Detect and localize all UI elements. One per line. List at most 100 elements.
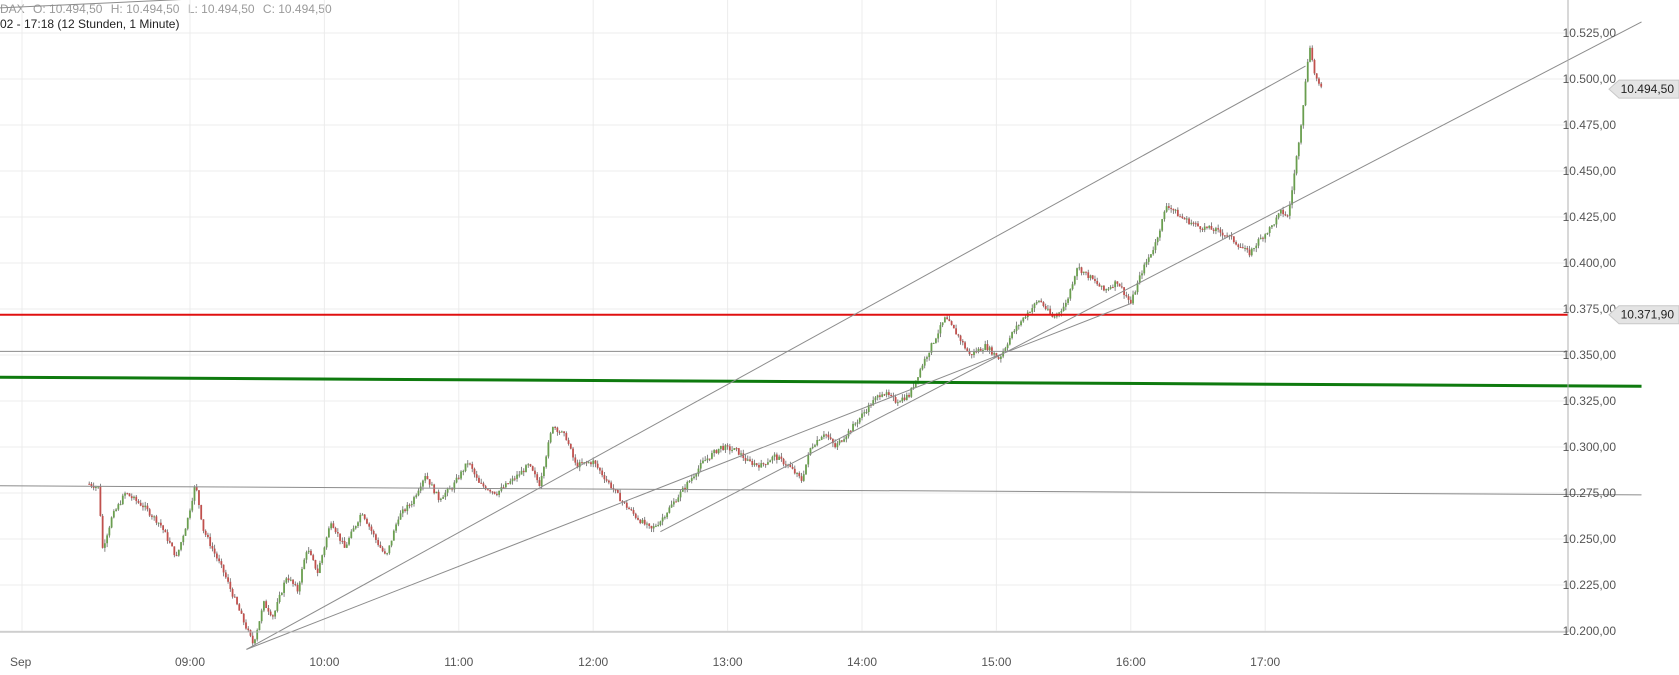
trend-line[interactable] (246, 65, 1306, 650)
candle-body (894, 397, 897, 403)
support-line[interactable] (0, 375, 1642, 388)
trend-line[interactable] (246, 303, 1131, 650)
x-tick-label: 12:00 (578, 655, 608, 669)
candle-body (527, 464, 530, 466)
candle-body (1087, 272, 1090, 278)
candle-body (910, 387, 913, 397)
candle-body (775, 454, 778, 460)
candle-body (446, 488, 449, 493)
candle-body (1069, 289, 1072, 299)
candle-body (1291, 190, 1293, 205)
candle-body (1114, 281, 1117, 288)
candle-body (269, 611, 272, 616)
candle-body (596, 463, 599, 468)
candle-body (599, 467, 601, 471)
candle-body (444, 492, 447, 498)
candle-body (688, 480, 691, 483)
candle-body (422, 480, 424, 487)
candle-body (1320, 83, 1323, 87)
candle-body (1159, 230, 1161, 238)
candle-body (157, 522, 160, 524)
candle-body (153, 516, 156, 518)
candle-body (1262, 237, 1264, 239)
candle-body (970, 354, 973, 356)
candle-body (97, 486, 100, 488)
candle-body (1185, 218, 1188, 220)
candle-body (1235, 242, 1237, 245)
candle-body (867, 404, 870, 413)
y-tick-label: 10.275,00 (1563, 486, 1617, 500)
candle-body (1223, 235, 1226, 237)
trend-line[interactable] (0, 485, 1642, 496)
candle-body (469, 463, 471, 465)
candle-body (1147, 257, 1150, 262)
candle-body (764, 464, 767, 466)
candle-body (690, 478, 693, 481)
candle-body (952, 324, 955, 329)
candle-body (1129, 299, 1132, 304)
candle-body (1017, 325, 1020, 327)
candle-body (1020, 321, 1022, 326)
candle-body (834, 443, 837, 448)
y-tick-label: 10.325,00 (1563, 394, 1617, 408)
candle-body (1295, 156, 1298, 174)
candle-body (482, 483, 485, 487)
candle-body (771, 456, 774, 461)
candle-body (507, 483, 509, 485)
candle-body (1080, 267, 1083, 273)
candle-body (189, 510, 191, 518)
candle-body (1134, 292, 1137, 295)
candle-body (883, 394, 886, 396)
candle-body (224, 572, 227, 578)
candle-body (753, 463, 756, 465)
candle-body (1313, 59, 1316, 74)
candle-body (587, 462, 590, 464)
candle-body (1318, 78, 1320, 84)
candle-body (307, 550, 310, 553)
candle-body (462, 470, 465, 472)
candle-body (256, 630, 259, 640)
candle-body (1008, 338, 1011, 345)
y-tick-label: 10.225,00 (1563, 578, 1617, 592)
candle-body (1152, 250, 1155, 255)
candle-body (536, 474, 539, 481)
candle-body (825, 434, 828, 436)
candle-body (1004, 348, 1007, 352)
candle-body (1306, 61, 1309, 82)
candle-body (128, 493, 131, 497)
candle-body (997, 357, 1000, 359)
candle-body (162, 525, 165, 530)
candle-body (1264, 234, 1267, 239)
candle-body (426, 476, 429, 480)
candle-body (92, 486, 95, 488)
candle-body (831, 439, 834, 444)
candle-body (890, 395, 893, 397)
candle-body (1253, 248, 1255, 250)
candle-body (672, 501, 675, 505)
candle-body (404, 509, 406, 512)
candle-body (623, 501, 626, 503)
candle-body (274, 610, 277, 617)
candle-body (1163, 211, 1166, 220)
candle-body (316, 568, 319, 573)
candle-body (628, 507, 630, 510)
candle-body (1033, 303, 1036, 309)
trend-line[interactable] (0, 0, 1642, 9)
candle-body (1309, 47, 1311, 62)
candle-body (471, 463, 474, 469)
candle-body (406, 504, 409, 512)
candle-body (574, 457, 577, 463)
candle-body (227, 577, 229, 582)
candle-body (885, 392, 888, 395)
trend-line[interactable] (660, 21, 1642, 533)
candle-body (538, 480, 541, 487)
candle-body (854, 423, 857, 425)
candle-body (195, 486, 198, 491)
candle-body (218, 558, 221, 562)
candle-body (319, 562, 321, 573)
candle-body (1073, 276, 1076, 285)
candle-body (204, 530, 207, 535)
candle-body (973, 351, 975, 356)
candle-body (576, 462, 579, 468)
